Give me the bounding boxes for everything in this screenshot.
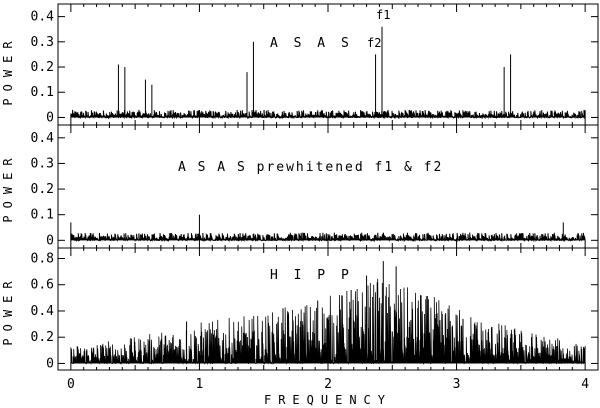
annotation-f1: f1 [376, 8, 390, 22]
x-tick-label-3: 3 [453, 377, 461, 392]
y-ticks-asas-prewhitened: 0 0.1 0.2 0.3 0.4 [31, 131, 598, 248]
y-tick-label-hipp-1: 0.2 [31, 330, 54, 345]
y-ticks-asas: 0 0.1 0.2 0.3 0.4 [31, 10, 598, 125]
x-ticks-asas [70, 4, 586, 125]
y-tick-label-asas-3: 0.3 [31, 35, 54, 50]
periodogram-trace-asas-prewhitened [70, 232, 586, 243]
y-tick-label-hipp-4: 0.8 [31, 251, 54, 266]
y-tick-label-hipp-3: 0.6 [31, 278, 54, 293]
x-ticks-asas-prewhitened [70, 125, 586, 248]
x-tick-label-4: 4 [581, 377, 589, 392]
peaks-hipp [186, 261, 464, 364]
periodogram-trace-hipp [70, 278, 586, 365]
x-ticks-hipp [70, 248, 586, 370]
y-tick-label-asas-prewhitened-3: 0.3 [31, 156, 54, 171]
y-tick-label-asas-1: 0.1 [31, 85, 54, 100]
panel-asas-prewhitened: 0 0.1 0.2 0.3 0.4 A S A S prewhitened f1 & f… [1, 124, 599, 249]
y-tick-label-asas-4: 0.4 [31, 10, 55, 25]
y-axis-title-asas: POWER [1, 34, 15, 105]
y-tick-label-asas-0: 0 [46, 110, 54, 125]
x-tick-label-1: 1 [196, 377, 204, 392]
periodogram-trace-asas [70, 109, 586, 120]
y-tick-label-asas-prewhitened-2: 0.2 [31, 182, 54, 197]
panel-label-asas-prewhitened: A S A S prewhitened f1 & f2 [178, 160, 443, 175]
y-tick-label-asas-prewhitened-0: 0 [46, 233, 54, 248]
panel-label-asas: A S A S [270, 36, 353, 51]
peaks-asas [117, 26, 512, 118]
x-tick-label-2: 2 [324, 377, 332, 392]
panel-label-hipp: H I P P [270, 268, 353, 283]
x-tick-labels: 0 1 2 3 4 [67, 377, 589, 392]
x-tick-label-0: 0 [67, 377, 75, 392]
y-tick-label-hipp-2: 0.4 [31, 304, 55, 319]
y-tick-label-asas-prewhitened-1: 0.1 [31, 208, 54, 223]
y-tick-label-hipp-0: 0 [46, 356, 54, 371]
y-axis-title-asas-prewhitened: POWER [1, 151, 15, 222]
y-tick-label-asas-2: 0.2 [31, 60, 54, 75]
y-axis-title-hipp: POWER [1, 274, 15, 345]
x-axis-title: FREQUENCY [264, 393, 392, 407]
panel-frame-asas-prewhitened [57, 124, 599, 249]
y-tick-label-asas-prewhitened-4: 0.4 [31, 131, 55, 146]
panel-frame-asas [57, 3, 599, 126]
y-ticks-hipp: 0 0.2 0.4 0.6 0.8 [31, 251, 598, 371]
peaks-asas-prewhitened [70, 214, 564, 241]
panel-asas: 0 0.1 0.2 0.3 0.4 A S A S f1 f2 POWER [1, 3, 599, 126]
annotation-f2: f2 [367, 36, 381, 50]
panel-hipp: 0 0.2 0.4 0.6 0.8 H I P P POWER [1, 247, 599, 371]
